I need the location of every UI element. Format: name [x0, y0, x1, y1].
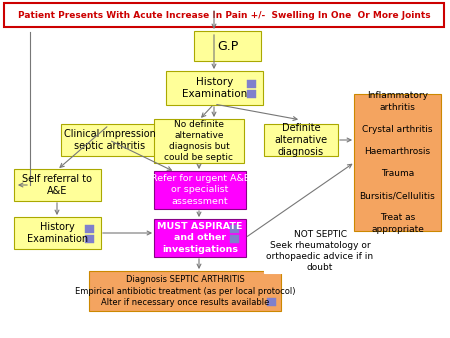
FancyBboxPatch shape	[89, 271, 281, 311]
FancyBboxPatch shape	[354, 94, 441, 231]
FancyBboxPatch shape	[266, 297, 275, 306]
FancyBboxPatch shape	[230, 224, 238, 233]
Text: Refer for urgent A&E
or specialist
assessment: Refer for urgent A&E or specialist asses…	[151, 174, 249, 206]
Text: MUST ASPIRATE
and other
investigations: MUST ASPIRATE and other investigations	[157, 222, 243, 254]
FancyBboxPatch shape	[247, 79, 256, 88]
FancyBboxPatch shape	[166, 71, 263, 105]
Text: Patient Presents With Acute Increase In Pain +/-  Swelling In One  Or More Joint: Patient Presents With Acute Increase In …	[18, 10, 430, 20]
Text: NOT SEPTIC
Seek rheumatology or
orthopaedic advice if in
doubt: NOT SEPTIC Seek rheumatology or orthopae…	[266, 230, 374, 272]
Text: Self referral to
A&E: Self referral to A&E	[22, 174, 93, 196]
FancyBboxPatch shape	[85, 235, 94, 242]
Text: G.P: G.P	[217, 40, 238, 52]
Text: Clinical impression
septic arthritis: Clinical impression septic arthritis	[63, 129, 155, 151]
Text: Definite
alternative
diagnosis: Definite alternative diagnosis	[274, 123, 328, 158]
FancyBboxPatch shape	[61, 124, 158, 156]
FancyBboxPatch shape	[264, 124, 338, 156]
Text: History
Examination: History Examination	[27, 222, 88, 244]
FancyBboxPatch shape	[230, 235, 238, 242]
Text: History
Examination: History Examination	[182, 77, 247, 99]
FancyBboxPatch shape	[154, 219, 246, 257]
FancyBboxPatch shape	[14, 169, 101, 201]
Text: Diagnosis SEPTIC ARTHRITIS
Empirical antibiotic treatment (as per local protocol: Diagnosis SEPTIC ARTHRITIS Empirical ant…	[75, 275, 295, 307]
FancyBboxPatch shape	[194, 31, 261, 61]
Text: No definite
alternative
diagnosis but
could be septic: No definite alternative diagnosis but co…	[165, 120, 234, 162]
Text: Inflammatory
arthritis

Crystal arthritis

Haemarthrosis

Trauma

Bursitis/Cellu: Inflammatory arthritis Crystal arthritis…	[360, 91, 436, 234]
FancyBboxPatch shape	[154, 171, 246, 209]
FancyBboxPatch shape	[247, 90, 256, 97]
FancyBboxPatch shape	[154, 119, 244, 163]
FancyBboxPatch shape	[14, 217, 101, 249]
FancyBboxPatch shape	[85, 224, 94, 233]
FancyBboxPatch shape	[4, 3, 444, 27]
FancyBboxPatch shape	[264, 229, 376, 273]
